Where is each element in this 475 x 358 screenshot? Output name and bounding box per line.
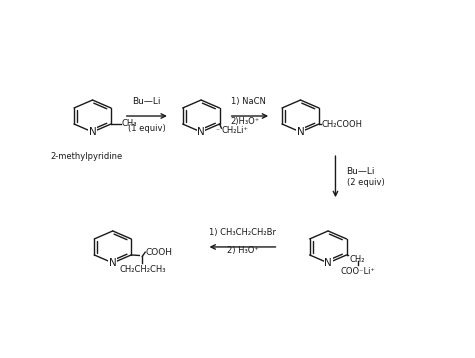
Text: Bu—Li: Bu—Li bbox=[133, 97, 161, 106]
Text: COO⁻Li⁺: COO⁻Li⁺ bbox=[340, 267, 375, 276]
Text: N: N bbox=[324, 258, 332, 268]
Text: (2 equiv): (2 equiv) bbox=[346, 178, 384, 187]
Text: CH₂Li⁺: CH₂Li⁺ bbox=[221, 126, 248, 135]
Text: CH₃: CH₃ bbox=[122, 119, 137, 128]
Text: CH₂: CH₂ bbox=[350, 255, 365, 264]
Text: (1 equiv): (1 equiv) bbox=[128, 124, 166, 133]
Text: 1) CH₃CH₂CH₂Br: 1) CH₃CH₂CH₂Br bbox=[209, 228, 276, 237]
Text: CH₂CH₂CH₃: CH₂CH₂CH₃ bbox=[119, 265, 166, 274]
Text: N: N bbox=[296, 127, 304, 137]
Text: CH₂COOH: CH₂COOH bbox=[322, 120, 362, 129]
Text: ⁻: ⁻ bbox=[216, 126, 219, 135]
Text: N: N bbox=[109, 258, 117, 268]
Text: N: N bbox=[89, 127, 96, 137]
Text: 2) H₃O⁺: 2) H₃O⁺ bbox=[227, 246, 258, 255]
Text: COOH: COOH bbox=[145, 248, 172, 257]
Text: 2-methylpyridine: 2-methylpyridine bbox=[51, 152, 123, 161]
Text: 1) NaCN: 1) NaCN bbox=[230, 97, 266, 106]
Text: Bu—Li: Bu—Li bbox=[346, 166, 375, 176]
Text: N: N bbox=[197, 127, 205, 137]
Text: 2)H₃O⁺: 2)H₃O⁺ bbox=[230, 117, 260, 126]
